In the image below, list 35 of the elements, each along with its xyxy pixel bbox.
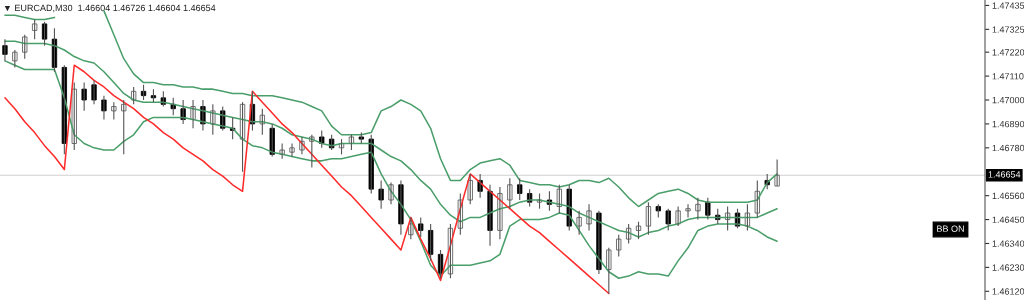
text: BB ON: [937, 225, 964, 232]
candlestick: [467, 173, 473, 205]
candlestick: [705, 197, 711, 221]
candlestick: [121, 99, 127, 155]
candlestick: [685, 203, 691, 218]
candlestick: [32, 19, 38, 40]
ref-line-label: 1.46654: [988, 171, 1021, 178]
candlestick: [427, 223, 434, 262]
y-tick-label: 1.47110: [992, 73, 1024, 80]
y-tick-label: 1.46230: [992, 264, 1024, 271]
line-series: [4, 60, 778, 280]
candlestick: [22, 34, 28, 60]
candlestick: [556, 184, 562, 214]
candlestick: [418, 216, 424, 238]
candlestick: [517, 177, 523, 201]
candlestick: [665, 208, 671, 231]
y-tick-label: 1.46560: [992, 192, 1024, 200]
y-tick-label: 1.47000: [992, 96, 1024, 104]
y-tick-label: 1.47325: [992, 26, 1024, 33]
y-tick-label: 1.46890: [992, 120, 1024, 128]
line-series: [4, 64, 610, 295]
y-tick-label: 1.47435: [992, 2, 1024, 9]
candlestick: [606, 247, 612, 295]
candlestick: [655, 203, 661, 218]
candlestick: [616, 234, 622, 258]
chart-title: ▼ EURCAD,M30 1.46604 1.46726 1.46604 1.46654: [4, 4, 216, 13]
y-tick-label: 1.46780: [992, 144, 1024, 152]
candlestick: [269, 123, 275, 158]
y-tick-label: 1.46340: [992, 240, 1024, 247]
y-tick-label: 1.46450: [992, 216, 1024, 223]
candlestick: [507, 177, 513, 210]
candlestick: [111, 101, 117, 121]
candlestick: [368, 134, 374, 195]
y-tick-label: 1.46120: [992, 288, 1024, 295]
y-tick-label: 1.47220: [992, 49, 1024, 56]
